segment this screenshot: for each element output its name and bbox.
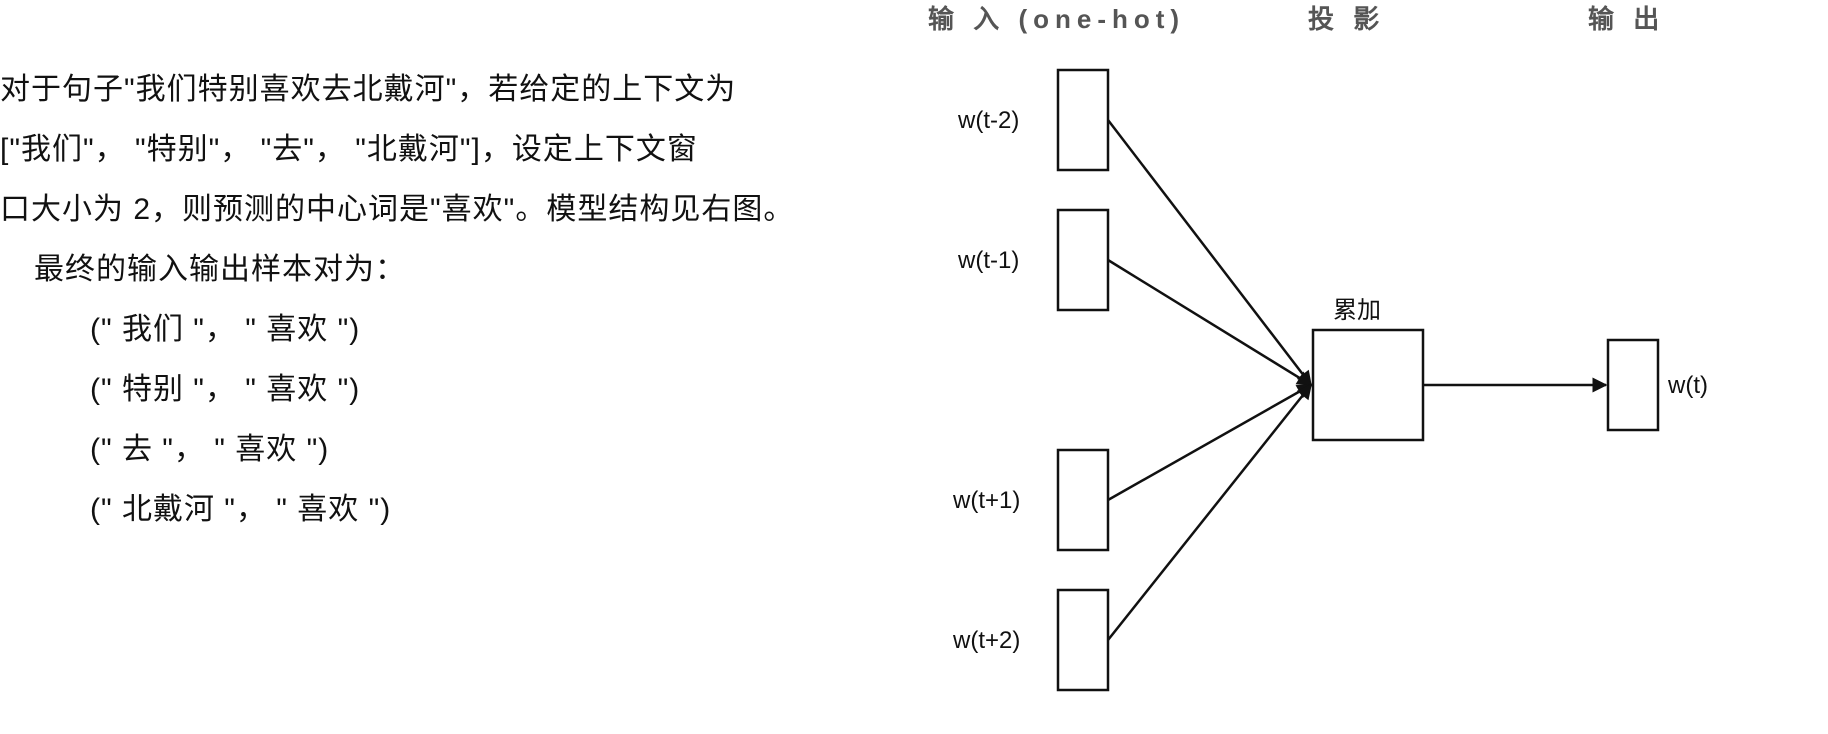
explanation-text: 对于句子"我们特别喜欢去北戴河"，若给定的上下文为 ["我们"， "特别"， "… (0, 60, 870, 540)
node-in1 (1058, 70, 1108, 170)
node-out (1608, 340, 1658, 430)
label-sum: 累加 (1333, 297, 1381, 324)
label-in3: w(t+1) (952, 487, 1020, 514)
node-in2 (1058, 210, 1108, 310)
para-line-2: ["我们"， "特别"， "去"， "北戴河"]，设定上下文窗 (0, 120, 870, 180)
label-out: w(t) (1667, 372, 1708, 399)
sample-pair-3: (" 去 "， " 喜欢 ") (0, 420, 870, 480)
cbow-diagram: 输 入 (one-hot) 投 影 输 出 w(t-2) w(t-1) w(t+1) w(t… (888, 0, 1798, 734)
header-input: 输 入 (one-hot) (928, 4, 1185, 34)
sample-pair-1: (" 我们 "， " 喜欢 ") (0, 300, 870, 360)
para-line-1: 对于句子"我们特别喜欢去北戴河"，若给定的上下文为 (0, 60, 870, 120)
header-proj: 投 影 (1308, 4, 1385, 34)
label-in4: w(t+2) (952, 627, 1020, 654)
samples-intro: 最终的输入输出样本对为： (0, 240, 870, 300)
node-in4 (1058, 590, 1108, 690)
node-in3 (1058, 450, 1108, 550)
edge-in4-sum (1108, 385, 1311, 640)
label-in1: w(t-2) (957, 107, 1019, 134)
sample-pair-4: (" 北戴河 "， " 喜欢 ") (0, 480, 870, 540)
label-in2: w(t-1) (957, 247, 1019, 274)
edge-in3-sum (1108, 385, 1311, 500)
header-output: 输 出 (1588, 4, 1665, 34)
edge-in1-sum (1108, 120, 1311, 385)
node-sum (1313, 330, 1423, 440)
edge-in2-sum (1108, 260, 1311, 385)
para-line-3: 口大小为 2，则预测的中心词是"喜欢"。模型结构见右图。 (0, 180, 870, 240)
sample-pair-2: (" 特别 "， " 喜欢 ") (0, 360, 870, 420)
